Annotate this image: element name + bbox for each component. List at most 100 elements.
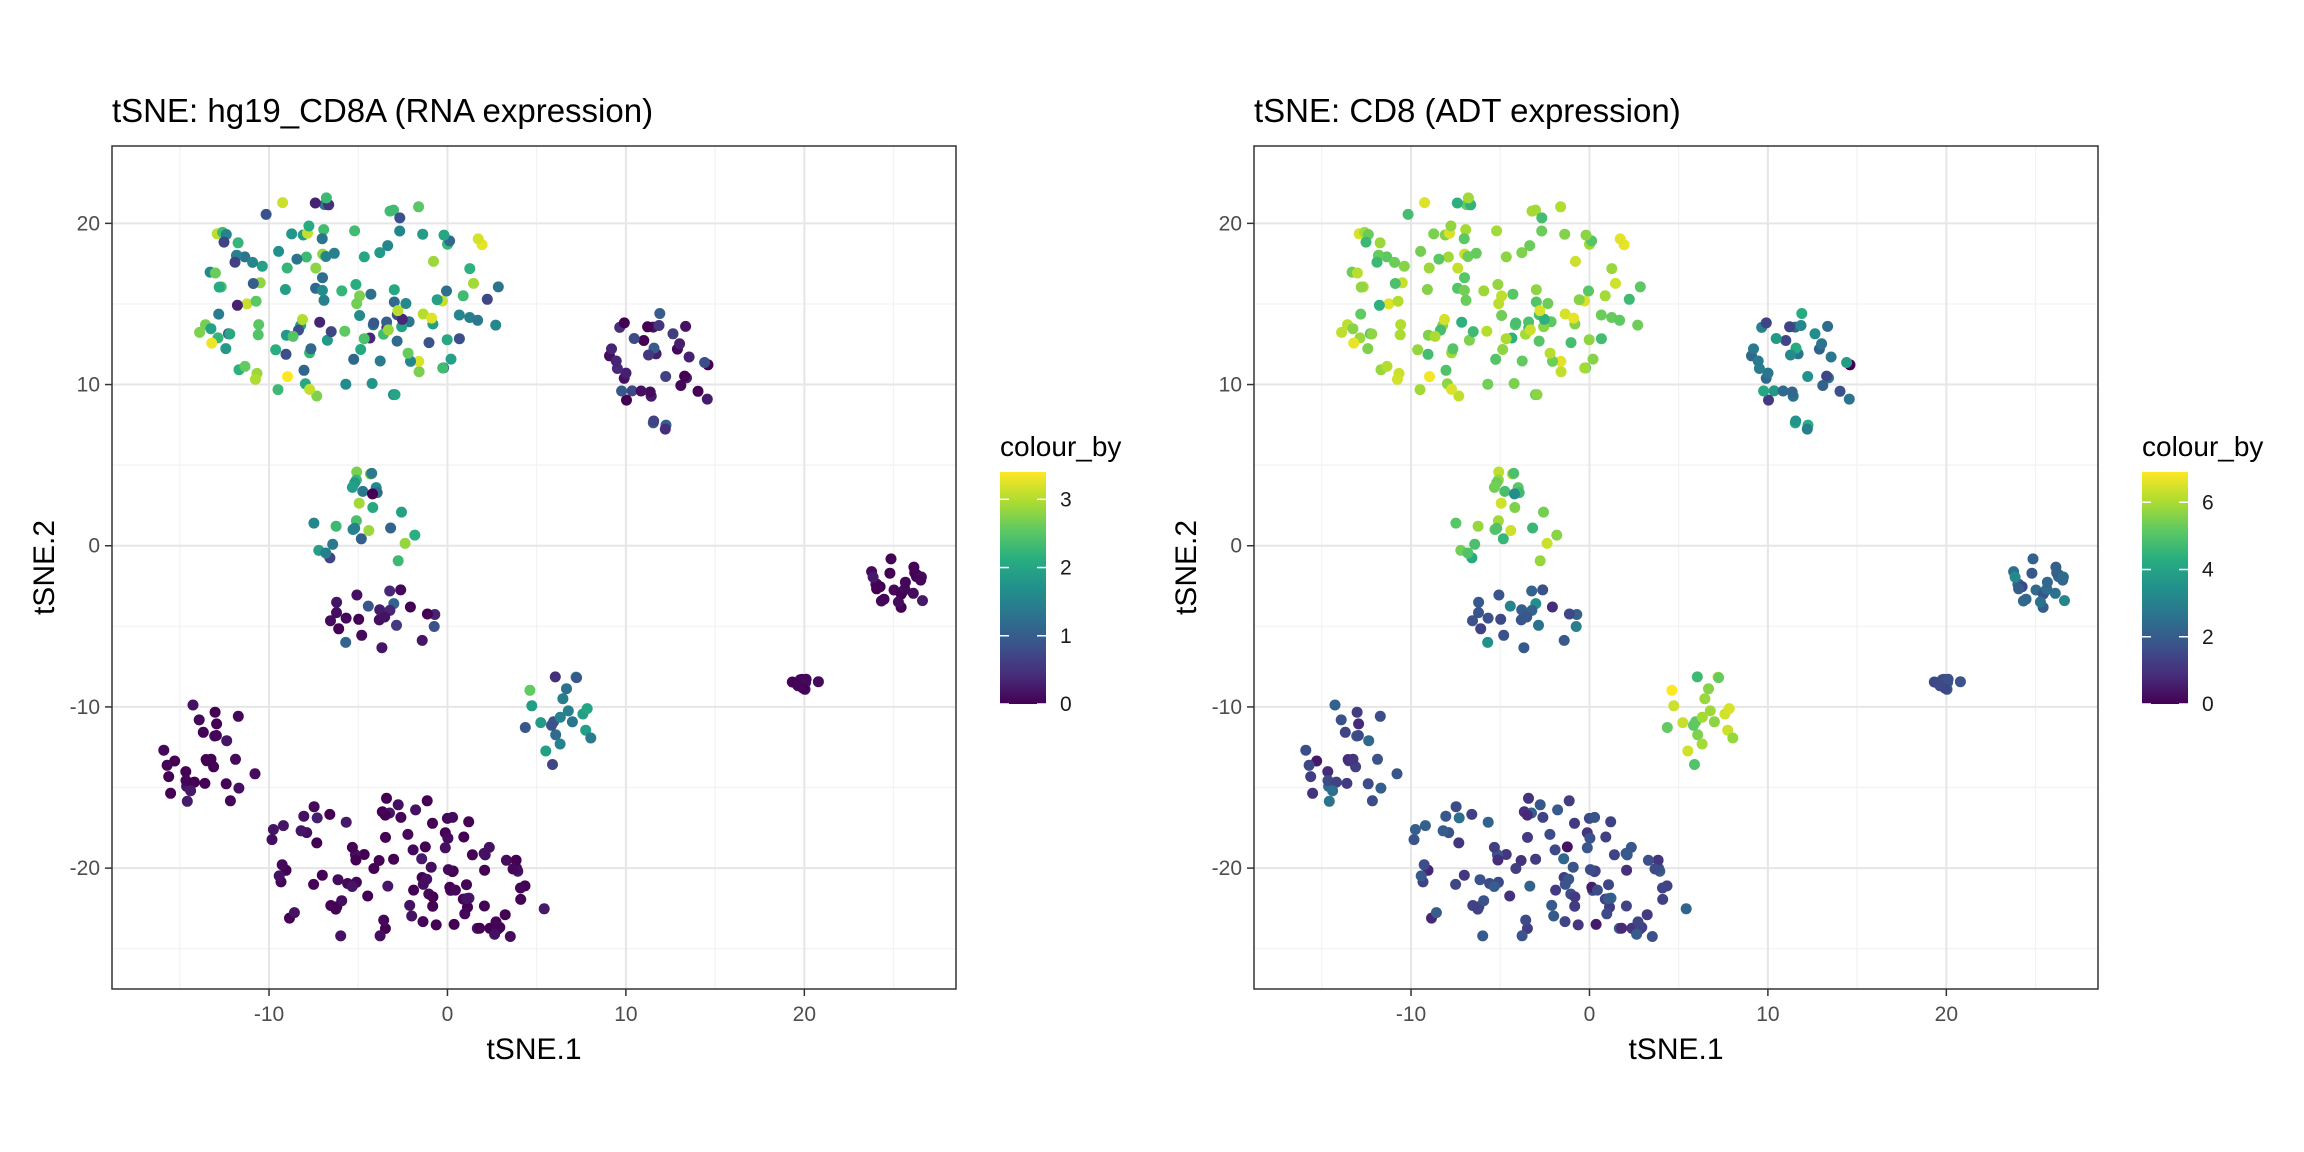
cell-point [644, 386, 656, 398]
cell-point [519, 722, 531, 733]
cell-point [253, 319, 265, 331]
cell-point [430, 919, 442, 931]
cell-point [1447, 343, 1459, 355]
legend-tick-label: 2 [2202, 626, 2214, 649]
cell-point [181, 795, 193, 807]
cell-point [1570, 255, 1581, 267]
cell-point [353, 497, 365, 509]
cell-point [585, 732, 597, 744]
cell-point [1515, 855, 1527, 866]
cell-point [318, 294, 330, 306]
cell-point [194, 326, 206, 338]
cell-point [376, 642, 388, 654]
cell-point [394, 212, 406, 224]
cell-point [1785, 349, 1796, 361]
cell-point [332, 874, 344, 886]
cell-point [1657, 893, 1669, 905]
cell-point [1374, 237, 1386, 249]
cell-point [249, 768, 261, 780]
cell-point [324, 808, 336, 820]
cell-point [427, 817, 438, 829]
cell-point [1530, 204, 1541, 216]
cell-point [1437, 825, 1449, 837]
cell-point [419, 841, 431, 853]
cell-point [1796, 308, 1808, 319]
cell-point [1424, 371, 1435, 383]
cell-point [373, 855, 385, 866]
cell-point [239, 360, 251, 372]
cell-point [314, 316, 326, 328]
cell-point [1392, 295, 1404, 307]
cell-point [281, 262, 293, 274]
cell-point [1580, 229, 1592, 241]
cell-point [406, 910, 418, 922]
cell-point [1409, 824, 1421, 835]
legend-ticks: 0 2 4 6 [2142, 491, 2214, 716]
cell-point [358, 849, 370, 860]
cell-point [1456, 316, 1468, 328]
plot-background [112, 146, 956, 989]
cell-point [1538, 313, 1550, 325]
cell-point [1825, 351, 1837, 363]
cell-point [247, 278, 259, 289]
cell-point [1507, 288, 1519, 300]
cell-point [428, 621, 440, 632]
cell-point [439, 842, 451, 854]
cell-point [1327, 785, 1339, 797]
cell-point [1366, 795, 1378, 807]
cell-point [1555, 201, 1567, 213]
y-tick-label: -20 [1212, 857, 1242, 880]
cell-point [1351, 706, 1363, 718]
cell-point [540, 745, 552, 757]
cell-point [1450, 878, 1462, 890]
y-tick-label: 0 [88, 535, 100, 558]
cell-point [899, 576, 911, 588]
cell-point [402, 347, 414, 359]
cell-point [699, 357, 711, 368]
cell-point [1463, 334, 1475, 346]
cell-point [333, 623, 345, 635]
cell-point [1752, 355, 1764, 367]
cell-point [325, 900, 337, 911]
cell-point [1530, 853, 1542, 865]
cell-point [472, 314, 484, 326]
cell-point [1801, 423, 1813, 435]
cell-point [1442, 251, 1454, 263]
cell-point [224, 328, 236, 340]
cell-point [213, 281, 225, 293]
cell-point [1526, 585, 1538, 597]
cell-point [1418, 859, 1430, 871]
cell-point [1802, 371, 1814, 382]
cell-point [635, 385, 647, 397]
legend-tick-label: 1 [1060, 625, 1072, 648]
cell-point [1533, 619, 1544, 631]
cell-point [453, 333, 465, 345]
cell-point [410, 804, 422, 816]
cell-point [679, 370, 691, 382]
cell-point [1708, 716, 1720, 728]
cell-point [1523, 792, 1534, 804]
cell-point [407, 844, 419, 856]
cell-point [295, 825, 307, 837]
cell-point [384, 585, 396, 597]
cell-point [1505, 525, 1517, 536]
cell-point [310, 262, 322, 274]
cell-point [399, 537, 411, 549]
cell-point [382, 324, 394, 336]
cell-point [1351, 267, 1363, 279]
cell-point [210, 730, 222, 741]
cell-point [1590, 918, 1602, 930]
cell-point [1481, 325, 1493, 337]
cell-point [1453, 837, 1465, 849]
cell-point [351, 298, 363, 310]
cell-point [1642, 854, 1654, 866]
cell-point [538, 903, 550, 915]
cell-point [1477, 930, 1489, 942]
cell-point [340, 816, 352, 828]
cell-point [549, 671, 561, 683]
cell-point [1352, 730, 1364, 741]
cell-point [232, 710, 244, 722]
cell-point [1934, 680, 1946, 692]
cell-point [510, 854, 522, 866]
x-tick-label: 0 [1584, 1003, 1596, 1026]
